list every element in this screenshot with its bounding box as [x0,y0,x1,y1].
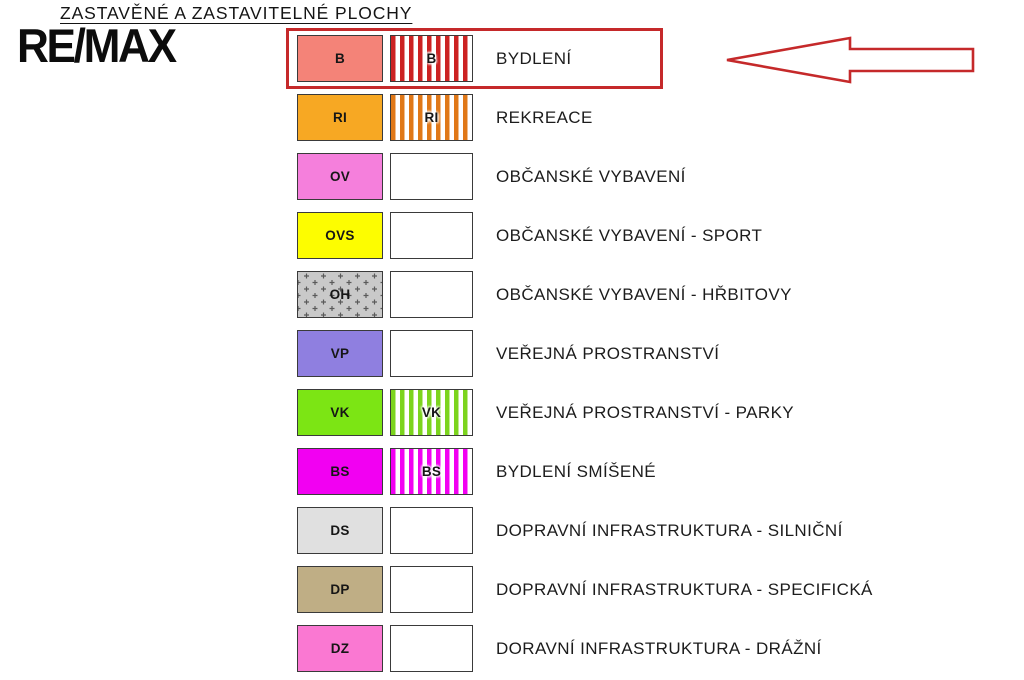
swatch-solid-ovs: OVS [297,212,383,259]
swatch-solid-ds: DS [297,507,383,554]
legend-row-ds: DS DOPRAVNÍ INFRASTRUKTURA - SILNIČNÍ [297,507,873,554]
legend-row-oh: OH OBČANSKÉ VYBAVENÍ - HŘBITOVY [297,271,873,318]
swatch-empty [390,566,473,613]
swatch-empty [390,330,473,377]
swatch-code-label: VP [330,346,350,361]
swatch-striped-b: B [390,35,473,82]
legend-label: OBČANSKÉ VYBAVENÍ [496,166,686,186]
swatch-solid-vk: VK [297,389,383,436]
swatch-solid-dp: DP [297,566,383,613]
swatch-striped-bs: BS [390,448,473,495]
legend-label: DOPRAVNÍ INFRASTRUKTURA - SILNIČNÍ [496,520,843,540]
swatch-striped-vk: VK [390,389,473,436]
swatch-code-label: DS [330,523,350,538]
swatch-empty [390,625,473,672]
swatch-solid-ov: OV [297,153,383,200]
swatch-code-label: B [334,51,346,66]
swatch-solid-dz: DZ [297,625,383,672]
swatch-code-label: DP [330,582,350,597]
legend-row-vk: VK VK VEŘEJNÁ PROSTRANSTVÍ - PARKY [297,389,873,436]
legend-label: OBČANSKÉ VYBAVENÍ - HŘBITOVY [496,284,792,304]
swatch-empty [390,507,473,554]
swatch-code-label: OVS [325,228,355,243]
swatch-solid-bs: BS [297,448,383,495]
swatch-code-label: RI [424,110,439,125]
legend-label: VEŘEJNÁ PROSTRANSTVÍ [496,343,720,363]
swatch-empty [390,153,473,200]
page-title: ZASTAVĚNÉ A ZASTAVITELNÉ PLOCHY [60,3,413,23]
remax-logo: RE/MAX [17,19,177,72]
swatch-code-label: BS [421,464,442,479]
swatch-code-label: VK [330,405,350,420]
legend-label: BYDLENÍ [496,48,572,68]
swatch-code-label: B [426,51,437,66]
legend-row-ov: OV OBČANSKÉ VYBAVENÍ [297,153,873,200]
legend-label: OBČANSKÉ VYBAVENÍ - SPORT [496,225,763,245]
legend-row-dp: DP DOPRAVNÍ INFRASTRUKTURA - SPECIFICKÁ [297,566,873,613]
swatch-code-label: DZ [330,641,350,656]
legend-row-ri: RI RI REKREACE [297,94,873,141]
swatch-striped-ri: RI [390,94,473,141]
legend-row-dz: DZ DORAVNÍ INFRASTRUKTURA - DRÁŽNÍ [297,625,873,672]
legend-label: BYDLENÍ SMÍŠENÉ [496,461,656,481]
legend-label: DORAVNÍ INFRASTRUKTURA - DRÁŽNÍ [496,638,822,658]
left-arrow-icon [724,35,976,85]
swatch-code-label: VK [421,405,442,420]
legend-label: DOPRAVNÍ INFRASTRUKTURA - SPECIFICKÁ [496,579,873,599]
swatch-solid-b: B [297,35,383,82]
swatch-solid-ri: RI [297,94,383,141]
swatch-solid-vp: VP [297,330,383,377]
legend-row-ovs: OVS OBČANSKÉ VYBAVENÍ - SPORT [297,212,873,259]
swatch-code-label: BS [330,464,350,479]
swatch-code-label: OH [329,287,351,302]
swatch-empty [390,271,473,318]
legend-label: REKREACE [496,107,593,127]
swatch-empty [390,212,473,259]
legend-rows: B B BYDLENÍ RI RI REKREACE OV OBČANSKÉ VYBAVENÍ… [297,35,873,680]
swatch-solid-oh: OH [297,271,383,318]
legend-row-b: B B BYDLENÍ [297,35,873,82]
legend-label: VEŘEJNÁ PROSTRANSTVÍ - PARKY [496,402,795,422]
swatch-code-label: OV [329,169,351,184]
legend-row-bs: BS BS BYDLENÍ SMÍŠENÉ [297,448,873,495]
legend-row-vp: VP VEŘEJNÁ PROSTRANSTVÍ [297,330,873,377]
plus-crosses-pattern [298,272,382,317]
swatch-code-label: RI [332,110,348,125]
